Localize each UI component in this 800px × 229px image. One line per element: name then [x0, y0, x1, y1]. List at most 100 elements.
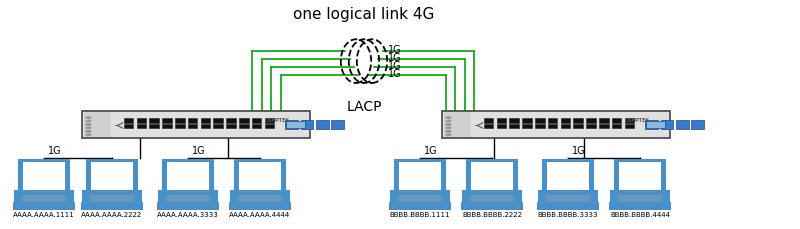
FancyBboxPatch shape: [542, 161, 594, 191]
FancyBboxPatch shape: [676, 120, 689, 129]
FancyBboxPatch shape: [286, 120, 298, 129]
FancyBboxPatch shape: [539, 191, 597, 204]
FancyBboxPatch shape: [470, 195, 514, 202]
FancyBboxPatch shape: [599, 119, 609, 123]
FancyBboxPatch shape: [394, 161, 446, 191]
FancyBboxPatch shape: [175, 125, 185, 129]
Text: AAAA.AAAA.2222: AAAA.AAAA.2222: [82, 211, 142, 217]
FancyBboxPatch shape: [561, 125, 570, 129]
FancyBboxPatch shape: [442, 112, 670, 138]
FancyBboxPatch shape: [574, 119, 583, 123]
Circle shape: [86, 128, 91, 129]
FancyBboxPatch shape: [124, 125, 134, 129]
FancyBboxPatch shape: [522, 125, 532, 129]
FancyBboxPatch shape: [150, 119, 159, 123]
FancyBboxPatch shape: [661, 120, 674, 129]
FancyBboxPatch shape: [22, 162, 66, 190]
FancyBboxPatch shape: [546, 162, 590, 190]
Text: 1G: 1G: [572, 145, 586, 155]
FancyBboxPatch shape: [201, 125, 210, 129]
FancyBboxPatch shape: [265, 119, 274, 123]
FancyBboxPatch shape: [166, 195, 210, 202]
FancyBboxPatch shape: [331, 120, 344, 129]
FancyBboxPatch shape: [150, 125, 159, 129]
FancyBboxPatch shape: [497, 119, 506, 123]
FancyBboxPatch shape: [463, 191, 521, 204]
FancyBboxPatch shape: [398, 195, 442, 202]
FancyBboxPatch shape: [301, 120, 314, 129]
FancyBboxPatch shape: [612, 125, 622, 129]
Text: LACP: LACP: [346, 100, 382, 114]
Text: BBBB.BBBB.3333: BBBB.BBBB.3333: [538, 211, 598, 217]
FancyBboxPatch shape: [484, 119, 494, 123]
FancyBboxPatch shape: [234, 161, 286, 191]
FancyBboxPatch shape: [82, 204, 142, 209]
Text: QSFPTEK: QSFPTEK: [626, 117, 650, 122]
Text: one logical link 4G: one logical link 4G: [294, 7, 434, 22]
Text: BBBB.BBBB.2222: BBBB.BBBB.2222: [462, 211, 522, 217]
FancyBboxPatch shape: [510, 125, 519, 129]
FancyBboxPatch shape: [462, 204, 522, 209]
Text: 1G: 1G: [192, 145, 206, 155]
Circle shape: [446, 128, 451, 129]
FancyBboxPatch shape: [546, 195, 590, 202]
FancyBboxPatch shape: [162, 119, 172, 123]
FancyBboxPatch shape: [188, 119, 198, 123]
FancyBboxPatch shape: [538, 204, 598, 209]
FancyBboxPatch shape: [286, 121, 305, 128]
FancyBboxPatch shape: [625, 119, 634, 123]
FancyBboxPatch shape: [625, 125, 634, 129]
FancyBboxPatch shape: [18, 161, 70, 191]
FancyBboxPatch shape: [239, 125, 249, 129]
Circle shape: [86, 117, 91, 119]
FancyBboxPatch shape: [231, 191, 289, 204]
Circle shape: [446, 124, 451, 125]
FancyBboxPatch shape: [201, 119, 210, 123]
Text: 1G: 1G: [388, 53, 402, 63]
FancyBboxPatch shape: [535, 125, 545, 129]
FancyBboxPatch shape: [265, 125, 274, 129]
FancyBboxPatch shape: [611, 191, 669, 204]
FancyBboxPatch shape: [618, 195, 662, 202]
FancyBboxPatch shape: [239, 119, 249, 123]
FancyBboxPatch shape: [15, 191, 73, 204]
FancyBboxPatch shape: [599, 125, 609, 129]
FancyBboxPatch shape: [522, 119, 532, 123]
FancyBboxPatch shape: [614, 161, 666, 191]
FancyBboxPatch shape: [159, 191, 217, 204]
Circle shape: [86, 131, 91, 132]
Circle shape: [446, 131, 451, 132]
FancyBboxPatch shape: [535, 119, 545, 123]
FancyBboxPatch shape: [618, 162, 662, 190]
FancyBboxPatch shape: [84, 112, 111, 137]
Circle shape: [446, 134, 451, 136]
Text: 1G: 1G: [388, 69, 402, 79]
Text: 1G: 1G: [388, 45, 402, 55]
FancyBboxPatch shape: [691, 120, 704, 129]
FancyBboxPatch shape: [390, 204, 450, 209]
Text: 1G: 1G: [388, 61, 402, 71]
FancyBboxPatch shape: [398, 162, 442, 190]
FancyBboxPatch shape: [561, 119, 570, 123]
FancyBboxPatch shape: [158, 204, 218, 209]
FancyBboxPatch shape: [548, 125, 558, 129]
FancyBboxPatch shape: [162, 125, 172, 129]
FancyBboxPatch shape: [86, 161, 138, 191]
FancyBboxPatch shape: [470, 162, 514, 190]
FancyBboxPatch shape: [586, 125, 596, 129]
FancyBboxPatch shape: [497, 125, 506, 129]
FancyBboxPatch shape: [548, 119, 558, 123]
FancyBboxPatch shape: [646, 120, 658, 129]
FancyBboxPatch shape: [484, 125, 494, 129]
FancyBboxPatch shape: [124, 119, 134, 123]
FancyBboxPatch shape: [574, 125, 583, 129]
FancyBboxPatch shape: [230, 204, 290, 209]
FancyBboxPatch shape: [226, 125, 236, 129]
Text: 1G: 1G: [424, 145, 438, 155]
FancyBboxPatch shape: [90, 162, 134, 190]
FancyBboxPatch shape: [166, 162, 210, 190]
FancyBboxPatch shape: [238, 162, 282, 190]
FancyBboxPatch shape: [162, 161, 214, 191]
FancyBboxPatch shape: [214, 125, 223, 129]
FancyBboxPatch shape: [175, 119, 185, 123]
